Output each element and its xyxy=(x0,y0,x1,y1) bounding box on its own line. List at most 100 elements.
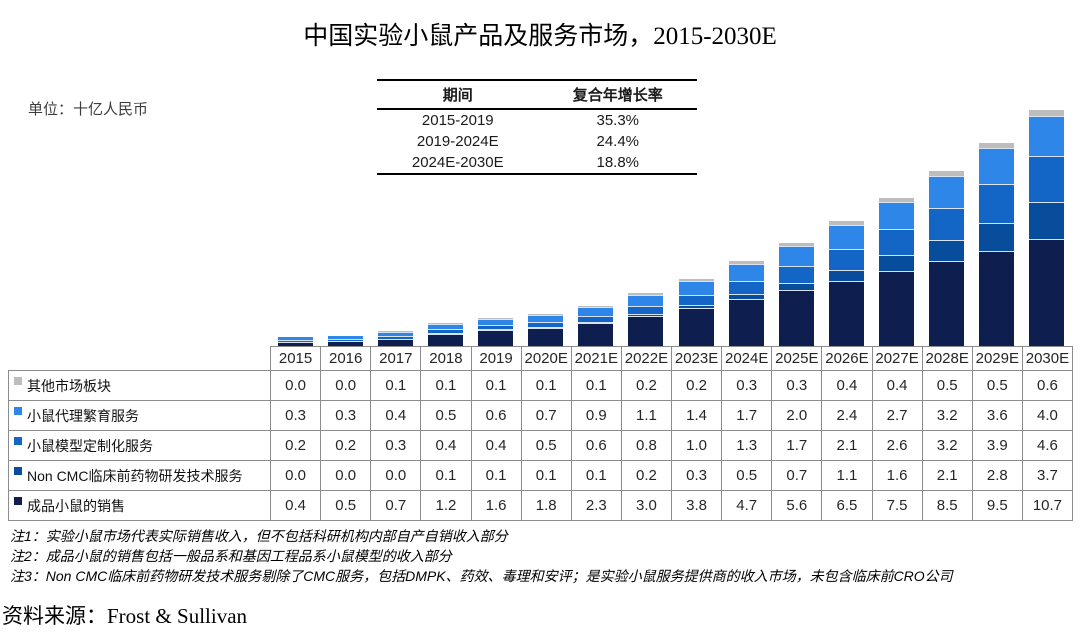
value-cell: 3.8 xyxy=(670,490,723,521)
value-cell: 0.0 xyxy=(320,460,372,491)
value-cell: 2.1 xyxy=(821,430,873,461)
bar-segment xyxy=(728,294,764,299)
year-header-cell: 2016 xyxy=(320,346,372,371)
cagr-row: 2019-2024E 24.4% xyxy=(377,131,697,152)
value-cell: 0.1 xyxy=(520,460,572,491)
year-header-cell: 2028E xyxy=(921,346,973,371)
value-cell: 4.7 xyxy=(721,490,773,521)
value-cell: 0.0 xyxy=(269,460,322,491)
unit-label: 单位：十亿人民币 xyxy=(28,101,149,118)
value-cell: 3.9 xyxy=(971,430,1023,461)
bar-segment xyxy=(628,293,664,295)
bar-segment xyxy=(1029,239,1065,346)
bar-column-2027E xyxy=(872,98,922,346)
value-cell: 1.0 xyxy=(670,430,723,461)
bar-segment xyxy=(728,281,764,294)
bar-column-2029E xyxy=(972,98,1022,346)
cagr-period: 2019-2024E xyxy=(416,133,499,150)
legend-swatch-icon xyxy=(14,376,22,385)
bar-segment xyxy=(327,339,363,341)
cagr-header-rate: 复合年增长率 xyxy=(538,79,697,110)
bar-segment xyxy=(327,341,363,346)
bar-column-2025E xyxy=(771,98,821,346)
value-cell: 1.2 xyxy=(420,490,472,521)
bar-column-2015 xyxy=(270,98,320,346)
value-cell: 0.4 xyxy=(821,370,873,401)
legend-swatch-icon xyxy=(14,406,22,415)
bar-column-2028E xyxy=(922,98,972,346)
value-cell: 0.7 xyxy=(370,490,422,521)
bar-segment xyxy=(778,290,814,346)
value-cell: 1.6 xyxy=(470,490,522,521)
value-cell: 0.5 xyxy=(520,430,572,461)
series-row: 小鼠代理繁育服务 0.3 0.3 0.4 0.5 0.6 0.7 0.9 1.1 1.4 1.7 2.… xyxy=(8,400,1074,431)
value-cell: 0.2 xyxy=(670,370,723,401)
year-header-cell: 2015 xyxy=(269,346,322,371)
value-cell: 1.4 xyxy=(670,400,723,431)
year-header-cell: 2023E xyxy=(670,346,723,371)
value-cell: 0.6 xyxy=(570,430,622,461)
bar-segment xyxy=(678,295,714,305)
year-header-cell: 2029E xyxy=(971,346,1023,371)
bar-segment xyxy=(979,251,1015,346)
stacked-bar xyxy=(778,243,814,346)
value-cell: 0.1 xyxy=(470,460,522,491)
bar-segment xyxy=(277,342,313,346)
series-label-cell: 成品小鼠的销售 xyxy=(8,490,271,521)
value-cell: 0.1 xyxy=(470,370,522,401)
value-cell: 0.5 xyxy=(971,370,1023,401)
bar-segment xyxy=(478,329,514,330)
bar-segment xyxy=(1029,110,1065,116)
bar-segment xyxy=(728,264,764,281)
bar-segment xyxy=(528,314,564,315)
bar-segment xyxy=(427,333,463,334)
cagr-rate: 35.3% xyxy=(596,112,640,129)
cagr-rate: 24.4% xyxy=(596,133,640,150)
value-cell: 2.3 xyxy=(570,490,622,521)
value-cell: 1.7 xyxy=(771,430,823,461)
value-cell: 0.9 xyxy=(570,400,622,431)
stacked-bar xyxy=(828,221,864,346)
bar-segment xyxy=(327,336,363,339)
bar-segment xyxy=(678,281,714,295)
value-cell: 4.0 xyxy=(1021,400,1074,431)
bar-segment xyxy=(879,202,915,229)
series-name: 成品小鼠的销售 xyxy=(27,497,125,514)
legend-swatch-icon xyxy=(14,496,22,505)
value-cell: 0.8 xyxy=(620,430,673,461)
chart-data-table: 2015 2016 2017 2018 2019 2020E 2021E 2022E 2023E… xyxy=(8,346,1074,521)
bar-segment xyxy=(277,337,313,340)
chart-and-table: 2015 2016 2017 2018 2019 2020E 2021E 2022E 2023E… xyxy=(8,98,1074,521)
bar-segment xyxy=(478,325,514,329)
bar-segment xyxy=(578,306,614,307)
bar-segment xyxy=(528,327,564,328)
bar-segment xyxy=(929,261,965,346)
value-cell: 0.1 xyxy=(420,460,472,491)
series-label-cell: 小鼠模型定制化服务 xyxy=(8,430,271,461)
bar-column-2026E xyxy=(821,98,871,346)
legend-swatch-icon xyxy=(14,436,22,445)
year-header-row: 2015 2016 2017 2018 2019 2020E 2021E 2022E 2023E… xyxy=(9,346,1074,371)
bar-segment xyxy=(979,184,1015,223)
value-cell: 1.7 xyxy=(721,400,773,431)
value-cell: 9.5 xyxy=(971,490,1023,521)
cagr-table: 期间 复合年增长率 2015-2019 35.3% 2019-2024E 24.4% 2… xyxy=(377,79,697,175)
year-header-cell: 2021E xyxy=(570,346,622,371)
value-cell: 0.5 xyxy=(420,400,472,431)
series-name: 小鼠代理繁育服务 xyxy=(27,407,139,424)
series-row: 其他市场板块 0.0 0.0 0.1 0.1 0.1 0.1 0.1 0.2 0.2 0.3 0.3 0… xyxy=(8,370,1074,401)
value-cell: 0.4 xyxy=(420,430,472,461)
bar-column-2017 xyxy=(370,98,420,346)
bar-segment xyxy=(728,261,764,264)
bar-segment xyxy=(628,306,664,314)
value-cell: 2.4 xyxy=(821,400,873,431)
stacked-bar xyxy=(478,318,514,346)
value-cell: 0.3 xyxy=(320,400,372,431)
bar-segment xyxy=(427,324,463,329)
bar-column-2022E xyxy=(621,98,671,346)
value-cell: 10.7 xyxy=(1021,490,1074,521)
bar-segment xyxy=(778,243,814,246)
stacked-bar xyxy=(678,279,714,346)
bar-column-2016 xyxy=(320,98,370,346)
year-header-cell: 2024E xyxy=(721,346,773,371)
